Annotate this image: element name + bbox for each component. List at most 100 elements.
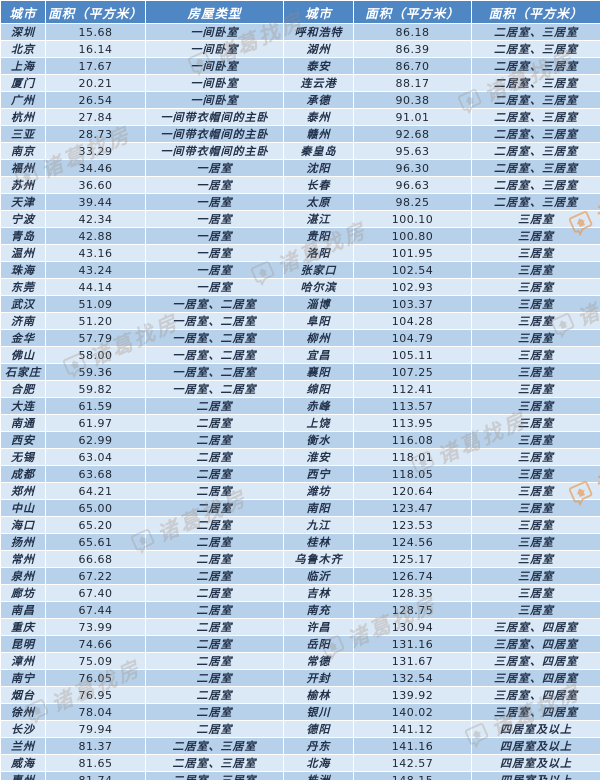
house-type-cell: 一居室 — [145, 210, 284, 228]
city-cell: 南阳 — [283, 499, 354, 517]
city-cell: 三亚 — [0, 125, 46, 143]
city-cell: 成都 — [0, 465, 46, 483]
city-cell: 宜昌 — [283, 346, 354, 364]
city-cell: 徐州 — [0, 703, 46, 721]
city-cell: 临沂 — [283, 567, 354, 585]
city-cell: 兰州 — [0, 737, 46, 755]
table-row: 金华 57.79 一居室、二居室 柳州 104.79 三居室 — [0, 329, 600, 347]
city-cell: 宁波 — [0, 210, 46, 228]
area-cell: 113.95 — [353, 414, 472, 432]
city-cell: 株洲 — [283, 771, 354, 780]
house-type-cell: 三居室 — [471, 244, 600, 262]
city-cell: 广州 — [0, 91, 46, 109]
area-cell: 81.37 — [45, 737, 146, 755]
house-type-cell: 三居室、四居室 — [471, 703, 600, 721]
table-row: 成都 63.68 二居室 西宁 118.05 三居室 — [0, 465, 600, 483]
table-row: 西安 62.99 二居室 衡水 116.08 三居室 — [0, 431, 600, 449]
city-cell: 威海 — [0, 754, 46, 772]
house-type-cell: 二居室 — [145, 686, 284, 704]
city-cell: 呼和浩特 — [283, 23, 354, 41]
house-type-cell: 三居室 — [471, 278, 600, 296]
area-cell: 43.16 — [45, 244, 146, 262]
house-type-cell: 二居室、三居室 — [471, 159, 600, 177]
house-type-cell: 三居室 — [471, 533, 600, 551]
city-cell: 太原 — [283, 193, 354, 211]
area-cell: 75.09 — [45, 652, 146, 670]
city-cell: 珠海 — [0, 261, 46, 279]
city-cell: 泰安 — [283, 57, 354, 75]
house-type-cell: 一间带衣帽间的主卧 — [145, 142, 284, 160]
table-row: 惠州 81.74 二居室、三居室 株洲 148.15 四居室及以上 — [0, 771, 600, 780]
area-cell: 58.00 — [45, 346, 146, 364]
city-cell: 上饶 — [283, 414, 354, 432]
house-type-cell: 三居室 — [471, 465, 600, 483]
city-cell: 青岛 — [0, 227, 46, 245]
house-type-cell: 一间卧室 — [145, 91, 284, 109]
city-cell: 吉林 — [283, 584, 354, 602]
house-type-cell: 一间卧室 — [145, 40, 284, 58]
house-type-cell: 一居室、二居室 — [145, 329, 284, 347]
city-cell: 北京 — [0, 40, 46, 58]
area-cell: 16.14 — [45, 40, 146, 58]
table-row: 漳州 75.09 二居室 常德 131.67 三居室、四居室 — [0, 652, 600, 670]
house-type-cell: 二居室 — [145, 533, 284, 551]
area-cell: 131.16 — [353, 635, 472, 653]
table-row: 泉州 67.22 二居室 临沂 126.74 三居室 — [0, 567, 600, 585]
city-cell: 九江 — [283, 516, 354, 534]
city-cell: 南京 — [0, 142, 46, 160]
city-cell: 温州 — [0, 244, 46, 262]
city-cell: 海口 — [0, 516, 46, 534]
table-row: 温州 43.16 一居室 洛阳 101.95 三居室 — [0, 244, 600, 262]
city-cell: 潍坊 — [283, 482, 354, 500]
city-cell: 常德 — [283, 652, 354, 670]
house-type-cell: 二居室、三居室 — [145, 737, 284, 755]
area-cell: 113.57 — [353, 397, 472, 415]
area-cell: 132.54 — [353, 669, 472, 687]
area-cell: 88.17 — [353, 74, 472, 92]
area-cell: 64.21 — [45, 482, 146, 500]
house-type-cell: 三居室 — [471, 227, 600, 245]
house-type-cell: 一居室、二居室 — [145, 346, 284, 364]
table-row: 武汉 51.09 一居室、二居室 淄博 103.37 三居室 — [0, 295, 600, 313]
city-cell: 桂林 — [283, 533, 354, 551]
table-row: 石家庄 59.36 一居室、二居室 襄阳 107.25 三居室 — [0, 363, 600, 381]
city-cell: 淄博 — [283, 295, 354, 313]
city-cell: 昆明 — [0, 635, 46, 653]
city-cell: 石家庄 — [0, 363, 46, 381]
house-type-cell: 一间卧室 — [145, 23, 284, 41]
house-type-cell: 二居室、三居室 — [471, 40, 600, 58]
house-type-cell: 一居室 — [145, 244, 284, 262]
house-type-cell: 二居室 — [145, 431, 284, 449]
house-type-cell: 二居室 — [145, 482, 284, 500]
city-cell: 泉州 — [0, 567, 46, 585]
area-cell: 28.73 — [45, 125, 146, 143]
table-row: 扬州 65.61 二居室 桂林 124.56 三居室 — [0, 533, 600, 551]
house-type-cell: 二居室、三居室 — [471, 176, 600, 194]
house-type-cell: 三居室、四居室 — [471, 686, 600, 704]
table-row: 合肥 59.82 一居室、二居室 绵阳 112.41 三居室 — [0, 380, 600, 398]
area-cell: 92.68 — [353, 125, 472, 143]
house-type-cell: 二居室 — [145, 499, 284, 517]
house-type-cell: 二居室 — [145, 584, 284, 602]
area-cell: 63.68 — [45, 465, 146, 483]
table-row: 威海 81.65 二居室、三居室 北海 142.57 四居室及以上 — [0, 754, 600, 772]
area-cell: 123.53 — [353, 516, 472, 534]
city-cell: 杭州 — [0, 108, 46, 126]
city-cell: 湛江 — [283, 210, 354, 228]
house-type-cell: 三居室 — [471, 431, 600, 449]
house-type-cell: 三居室 — [471, 601, 600, 619]
table-row: 烟台 76.95 二居室 榆林 139.92 三居室、四居室 — [0, 686, 600, 704]
area-cell: 128.35 — [353, 584, 472, 602]
area-cell: 34.46 — [45, 159, 146, 177]
house-type-cell: 三居室 — [471, 397, 600, 415]
city-cell: 无锡 — [0, 448, 46, 466]
area-cell: 123.47 — [353, 499, 472, 517]
table-row: 广州 26.54 一间卧室 承德 90.38 二居室、三居室 — [0, 91, 600, 109]
house-type-cell: 一居室、二居室 — [145, 295, 284, 313]
city-cell: 西宁 — [283, 465, 354, 483]
area-cell: 76.05 — [45, 669, 146, 687]
area-cell: 107.25 — [353, 363, 472, 381]
house-type-cell: 一居室 — [145, 193, 284, 211]
house-type-cell: 一居室、二居室 — [145, 363, 284, 381]
table-row: 济南 51.20 一居室、二居室 阜阳 104.28 三居室 — [0, 312, 600, 330]
